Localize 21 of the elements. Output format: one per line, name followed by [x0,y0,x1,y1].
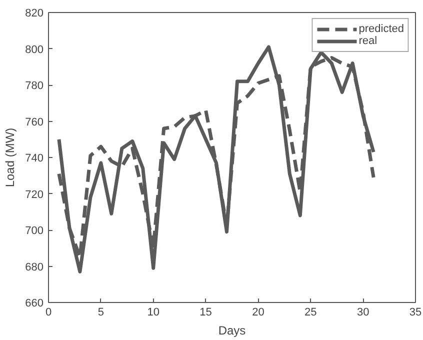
x-tick-label: 25 [304,306,317,318]
y-tick-label: 740 [25,152,44,164]
legend-label: real [358,35,378,47]
y-tick-label: 800 [25,44,44,56]
y-axis-title: Load (MW) [3,128,18,188]
x-tick-label: 35 [409,306,422,318]
legend-label: predicted [358,23,404,35]
x-tick-label: 30 [356,306,370,318]
y-tick-label: 660 [25,298,44,310]
x-tick-label: 5 [98,306,104,318]
y-tick-label: 680 [25,261,44,274]
x-axis-title: Days [218,324,246,338]
y-tick-label: 700 [25,225,44,237]
y-tick-label: 780 [25,80,44,92]
y-tick-label: 720 [25,188,44,201]
y-tick-label: 820 [25,8,44,20]
x-tick-label: 0 [45,306,52,318]
y-tick-label: 760 [25,116,44,128]
x-tick-label: 10 [147,306,160,318]
x-tick-label: 20 [252,306,264,318]
x-tick-label: 15 [200,306,212,318]
